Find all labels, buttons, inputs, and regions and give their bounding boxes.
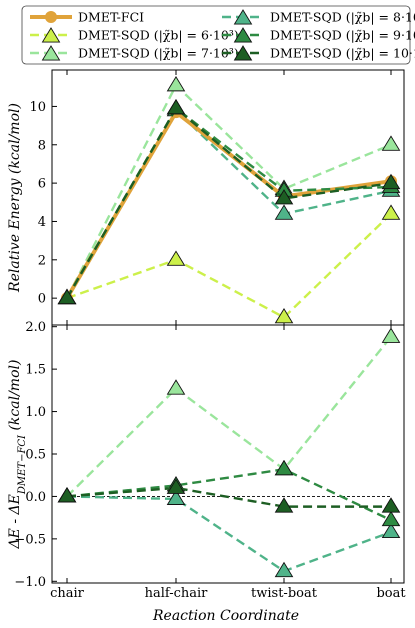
top-data-point — [274, 307, 294, 324]
bottom-data-point — [381, 497, 401, 513]
x-tick-label: boat — [376, 586, 406, 601]
x-axis-title: Reaction Coordinate — [152, 608, 299, 624]
bottom-series-line — [66, 468, 392, 522]
x-tick-label: chair — [50, 586, 85, 601]
legend-marker — [233, 45, 253, 61]
legend-label: DMET-SQD (|χ̃b| = 10·10³) — [270, 46, 415, 61]
y-axis-title-unit: (kcal/mol) — [7, 360, 23, 435]
top-data-point — [166, 250, 186, 266]
bottom-data-point — [274, 459, 294, 476]
top-y-tick-label: 4 — [38, 215, 46, 230]
legend: DMET-FCI DMET-SQD (|χ̃b| = 8·10³) DMET-SQD… — [21, 5, 415, 65]
legend-label: DMET-FCI — [78, 10, 144, 25]
legend-marker — [233, 9, 253, 25]
bottom-data-point — [274, 497, 294, 513]
bottom-data-point — [57, 487, 77, 503]
top-series-5 — [57, 98, 401, 305]
energy-difference-panel: −1.0 −0.5 0.0 0.5 1.0 1.5 2.0 ΔE - ΔEDMET−FCI (… — [7, 320, 406, 601]
bottom-data-point — [381, 510, 401, 527]
legend-entry: DMET-SQD (|χ̃b| = 9·10³) — [222, 27, 415, 43]
bottom-series-line — [66, 336, 392, 498]
legend-label: DMET-SQD (|χ̃b| = 9·10³) — [270, 28, 415, 43]
top-series-2 — [57, 100, 401, 305]
top-series-line — [66, 212, 392, 319]
bottom-data-point — [381, 327, 401, 343]
bottom-data-point — [166, 489, 186, 505]
top-series-line — [65, 107, 392, 299]
top-data-point — [274, 204, 294, 220]
top-series-line — [65, 107, 392, 299]
y-axis-title-subscript: DMET−FCI — [17, 434, 28, 495]
top-y-axis-title: Relative Energy (kcal/mol) — [7, 103, 23, 293]
bottom-y-tick-label: 1.5 — [25, 363, 46, 378]
top-data-point — [381, 173, 401, 190]
x-tick-label: half-chair — [145, 586, 209, 601]
relative-energy-panel: 0 2 4 6 8 10 Relative Energy (kcal/mol) — [7, 69, 405, 326]
legend-entry: DMET-SQD (|χ̃b| = 8·10³) — [222, 9, 415, 25]
top-series-line — [65, 84, 392, 299]
bottom-y-tick-label: 0.0 — [25, 490, 46, 505]
top-data-point — [57, 288, 77, 305]
top-data-point — [381, 135, 401, 151]
bottom-y-axis-title: ΔE - ΔEDMET−FCI (kcal/mol) — [7, 360, 28, 550]
top-y-tick-label: 6 — [38, 177, 46, 192]
bottom-y-tick-label: 1.0 — [25, 405, 46, 420]
bottom-data-point — [381, 522, 401, 539]
legend-marker — [41, 27, 61, 43]
top-data-point — [166, 98, 186, 115]
legend-box — [21, 5, 411, 65]
bottom-series-line — [66, 495, 392, 573]
bottom-data-point — [274, 561, 294, 578]
bottom-series-line — [66, 486, 391, 508]
top-data-point — [274, 189, 294, 205]
bottom-series-0 — [57, 327, 401, 503]
legend-label: DMET-SQD (|χ̃b| = 7·10³) — [78, 46, 239, 61]
bottom-data-point — [166, 379, 186, 395]
legend-entry: DMET-SQD (|χ̃b| = 7·10³) — [30, 45, 239, 61]
top-y-tick-label: 0 — [38, 292, 46, 307]
top-y-tick-label: 2 — [38, 253, 46, 268]
bottom-series-1 — [57, 487, 401, 578]
legend-marker — [45, 11, 57, 23]
legend-label: DMET-SQD (|χ̃b| = 6·10³) — [78, 28, 239, 43]
legend-marker — [41, 45, 61, 61]
top-data-point — [166, 75, 186, 92]
bottom-y-tick-label: 0.5 — [25, 448, 46, 463]
bottom-y-tick-label: −0.5 — [14, 532, 46, 547]
legend-entry: DMET-SQD (|χ̃b| = 10·10³) — [222, 45, 415, 61]
bottom-y-tick-label: 2.0 — [25, 320, 46, 335]
bottom-y-tick-label: −1.0 — [14, 575, 46, 590]
top-y-tick-label: 8 — [38, 138, 46, 153]
bottom-plot-frame — [51, 324, 405, 584]
bottom-series-3 — [57, 478, 401, 513]
legend-entry: DMET-SQD (|χ̃b| = 6·10³) — [30, 27, 239, 43]
top-series-line — [65, 109, 392, 299]
legend-label: DMET-SQD (|χ̃b| = 8·10³) — [270, 10, 415, 25]
bottom-data-point — [166, 478, 186, 494]
legend-entry: DMET-FCI — [30, 10, 144, 25]
top-data-point — [381, 204, 401, 220]
legend-marker — [233, 27, 253, 43]
top-y-tick-label: 10 — [29, 100, 46, 115]
x-tick-label: twist-boat — [251, 586, 318, 601]
top-series-4 — [57, 98, 401, 305]
